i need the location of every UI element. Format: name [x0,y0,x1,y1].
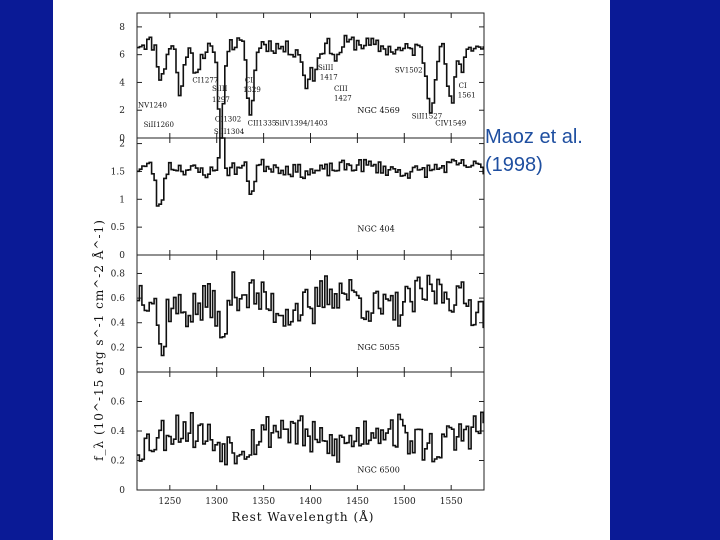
x-tick-label: 1450 [346,497,369,507]
line-id-label: 1329 [243,86,261,94]
y-tick-label: 0 [119,134,125,144]
panel-frame [136,137,485,256]
caption-line-1: Maoz et al. [485,126,583,148]
spectrum-line [137,271,484,357]
spectrum-line [137,34,484,139]
y-tick-label: 0 [119,368,125,378]
line-id-label: 1297 [212,96,230,104]
spectrum-panel-4: 0 0.2 0.4 0.6 NGC 6500 [111,371,485,496]
line-id-label: SiII1304 [214,128,245,136]
line-id-label: SV1502 [395,67,423,75]
line-id-label: 1417 [320,74,338,82]
x-tick-label: 1350 [252,497,275,507]
x-tick-label: 1250 [158,497,181,507]
line-id-label: 1427 [334,95,352,103]
galaxy-name-label: NGC 4569 [357,106,399,115]
line-id-label: OI1302 [215,115,241,123]
line-id-label: SiII1260 [144,121,174,129]
caption-line-2: (1998) [485,154,543,176]
x-axis-label: Rest Wavelength (Å) [231,509,374,524]
galaxy-name-label: NGC 6500 [357,465,399,474]
y-tick-label: 0.4 [111,319,126,329]
line-id-label: CII1335 [248,120,277,128]
spectrum-panel-3: 0 0.2 0.4 0.6 0.8 NGC 5055 [111,254,485,378]
line-id-label: SiII1527 [412,113,442,121]
spectrum-line [137,411,484,466]
line-id-label: 1561 [458,92,476,100]
spectrum-panel-1: 02468NV1240SiII1260CI1277SiIII1297OI1302… [119,12,485,144]
line-id-label: CI [459,82,467,90]
y-tick-label: 2 [119,106,125,116]
spectrum-line [137,137,484,207]
y-axis-label: f_λ (10^-15 erg s^-1 cm^-2 Å^-1) [91,219,106,461]
line-id-label: NV1240 [138,101,167,109]
y-tick-label: 0.2 [111,343,125,353]
line-id-label: SiIII [212,85,228,93]
spectrum-panel-2: 0 0.5 1 1.5 2 NGC 404 [111,137,485,261]
line-id-label: CIII [334,85,348,93]
galaxy-name-label: NGC 404 [357,225,394,234]
spectra-figure: 02468NV1240SiII1260CI1277SiIII1297OI1302… [91,12,485,524]
x-tick-label: 1400 [299,497,322,507]
panel-frame [136,371,485,491]
y-tick-label: 6 [119,51,125,61]
line-id-label: CI1277 [192,76,218,84]
panel-frame [136,254,485,373]
y-tick-label: 1 [119,195,125,205]
y-tick-label: 0 [119,486,125,496]
x-tick-label: 1500 [393,497,416,507]
slide: 0 2 4 6 8 NV1240 SiII1260 CI1277 SiIII 1297 OI1302… [53,0,610,540]
galaxy-name-label: NGC 5055 [357,343,399,352]
y-tick-label: 0.2 [111,457,125,467]
y-tick-label: 2 [119,140,125,150]
line-id-label: CI [245,76,253,84]
y-tick-label: 1.5 [111,167,126,177]
y-tick-label: 4 [119,78,125,88]
y-tick-label: 0.4 [111,427,126,437]
y-tick-label: 0 [119,251,125,261]
y-tick-label: 0.6 [111,398,126,408]
y-tick-label: 0.6 [111,294,126,304]
x-tick-label: 1550 [440,497,463,507]
y-tick-label: 0.8 [111,269,126,279]
line-id-label: SiIV1394/1403 [275,120,328,128]
y-tick-label: 8 [119,23,125,33]
line-id-label: SiIII [318,64,334,72]
y-tick-label: 0.5 [111,223,126,233]
x-tick-label: 1300 [205,497,228,507]
line-id-label: CIV1549 [435,120,466,128]
